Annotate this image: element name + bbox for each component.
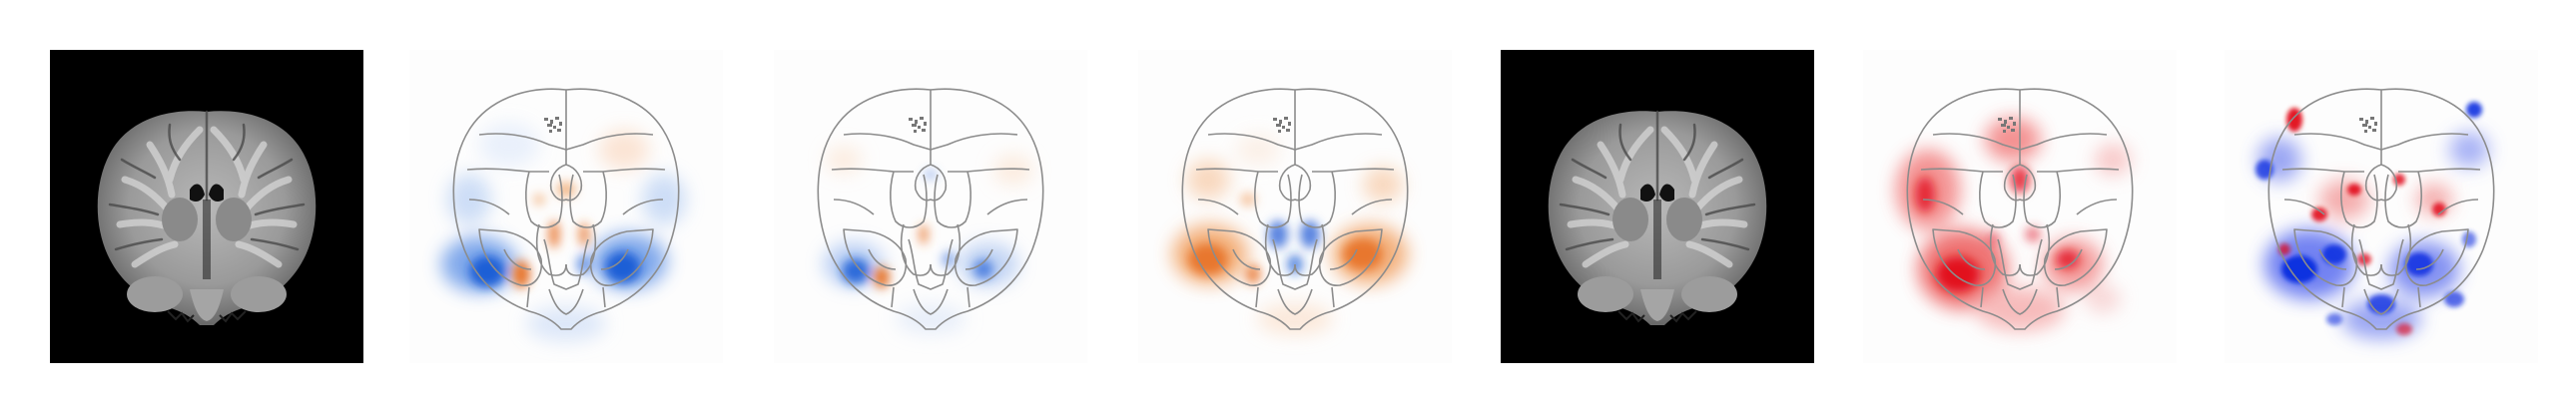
activation-image [409,50,723,363]
activation-map-2 [774,50,1087,363]
activation-map-1 [409,50,723,363]
activation-map-4 [1863,50,2177,363]
anatomical-slice-2 [1501,50,1814,363]
activation-map-5 [2225,50,2538,363]
anatomical-slice-1 [50,50,363,363]
activation-image [1863,50,2177,363]
activation-map-3 [1138,50,1452,363]
mri-image [50,50,363,363]
mri-image [1501,50,1814,363]
activation-image [774,50,1087,363]
activation-image [2225,50,2538,363]
activation-image [1138,50,1452,363]
